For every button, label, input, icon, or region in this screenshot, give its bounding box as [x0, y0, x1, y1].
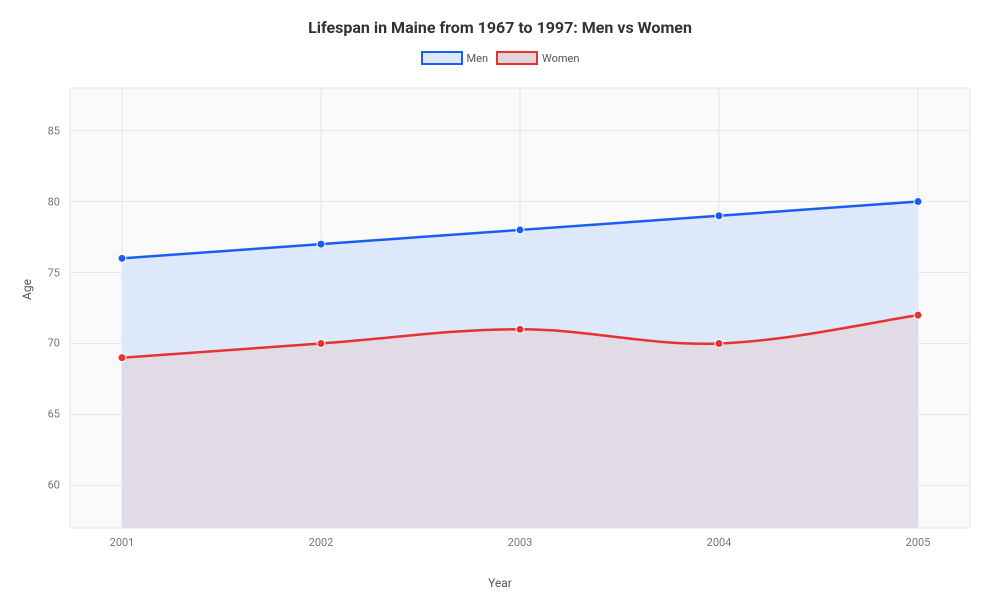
- x-tick-label: 2001: [110, 536, 135, 549]
- y-tick-label: 80: [10, 195, 60, 208]
- x-tick-label: 2002: [309, 536, 334, 549]
- legend-swatch-men: [421, 51, 463, 65]
- y-tick-label: 75: [10, 266, 60, 279]
- y-axis-label: Age: [20, 279, 34, 300]
- plot-wrap: 606570758085 20012002200320042005: [70, 88, 970, 528]
- y-tick-label: 60: [10, 479, 60, 492]
- chart-container: Lifespan in Maine from 1967 to 1997: Men…: [0, 0, 1000, 600]
- x-tick-label: 2003: [508, 536, 533, 549]
- x-axis-label: Year: [0, 576, 1000, 590]
- x-tick-label: 2004: [707, 536, 732, 549]
- chart-title: Lifespan in Maine from 1967 to 1997: Men…: [0, 0, 1000, 37]
- plot-svg: [70, 88, 970, 528]
- y-tick-label: 65: [10, 408, 60, 421]
- legend-label-women: Women: [542, 52, 579, 65]
- y-tick-label: 70: [10, 337, 60, 350]
- y-tick-label: 85: [10, 124, 60, 137]
- legend: Men Women: [0, 51, 1000, 65]
- legend-item-women: Women: [496, 51, 579, 65]
- legend-swatch-women: [496, 51, 538, 65]
- x-tick-label: 2005: [906, 536, 931, 549]
- legend-item-men: Men: [421, 51, 489, 65]
- legend-label-men: Men: [467, 52, 489, 65]
